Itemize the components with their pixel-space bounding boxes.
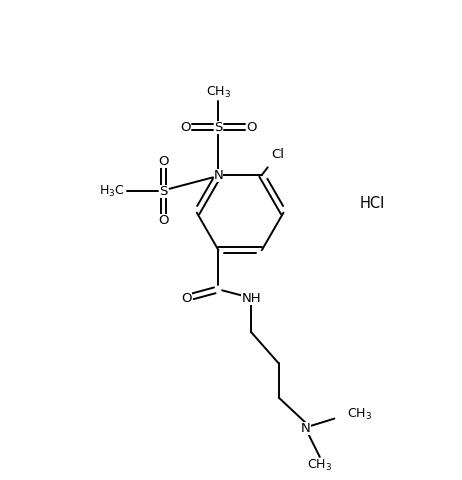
Text: HCl: HCl [360,196,385,211]
Text: Cl: Cl [271,148,284,161]
Text: N: N [213,168,223,181]
Text: S: S [214,120,223,133]
Text: NH: NH [242,291,261,305]
Text: O: O [158,214,169,227]
Text: O: O [246,120,256,133]
Text: N: N [301,422,311,435]
Text: S: S [159,184,168,198]
Text: CH$_3$: CH$_3$ [347,407,372,421]
Text: O: O [158,155,169,168]
Text: O: O [181,291,192,305]
Text: H$_3$C: H$_3$C [99,183,125,199]
Text: CH$_3$: CH$_3$ [307,457,332,473]
Text: CH$_3$: CH$_3$ [206,85,231,100]
Text: O: O [180,120,191,133]
